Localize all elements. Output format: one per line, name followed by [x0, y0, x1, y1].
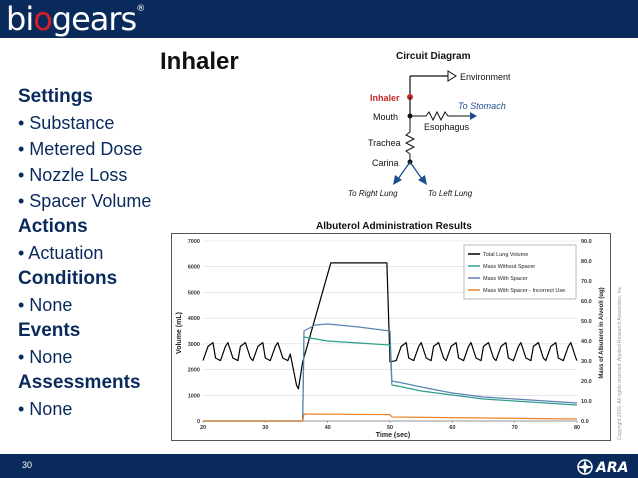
list-item: • None [18, 399, 73, 419]
y2-tick-label: 30.0 [581, 359, 592, 365]
y-axis-label: Volume (mL) [176, 312, 183, 354]
y2-tick-label: 70.0 [581, 279, 592, 285]
y2-tick-label: 60.0 [581, 299, 592, 305]
y-tick-label: 4000 [188, 316, 200, 322]
series-line-2 [203, 323, 578, 422]
legend-box [463, 244, 577, 300]
y2-tick-label: 50.0 [581, 319, 592, 325]
list-item: • Spacer Volume [18, 191, 152, 211]
environment-arrow-icon [447, 70, 457, 82]
to-right-lung-label: To Right Lung [348, 189, 398, 198]
series-line-3 [203, 413, 578, 422]
y-tick-label: 6000 [188, 265, 200, 271]
list-item: • None [18, 347, 73, 367]
svg-text:ARA: ARA [595, 460, 628, 476]
list-item: • Metered Dose [18, 139, 143, 159]
x-tick-label: 60 [449, 425, 455, 431]
settings-list: Settings • Substance • Metered Dose • Nozzl… [18, 84, 178, 422]
y2-tick-label: 90.0 [581, 239, 592, 245]
y2-axis-label: Mass of Albuterol in Alveoli (ug) [599, 287, 605, 378]
y-tick-label: 1000 [188, 393, 200, 399]
to-left-lung-label: To Left Lung [428, 189, 473, 198]
x-tick-label: 40 [325, 425, 331, 431]
legend-entry: Total Lung Volume [483, 252, 528, 258]
y2-tick-label: 20.0 [581, 379, 592, 385]
albuterol-results-chart: 0 1000 2000 3000 4000 5000 6000 7000 0.0 10.0 20.0… [171, 233, 611, 441]
y-tick-label: 7000 [188, 239, 200, 245]
y2-tick-label: 0.0 [581, 419, 589, 425]
list-item: • Substance [18, 113, 115, 133]
trachea-resistor [404, 116, 416, 162]
carina-label: Carina [372, 158, 399, 168]
section-heading: Assessments [18, 372, 141, 393]
y-tick-label: 0 [197, 419, 200, 425]
x-tick-label: 70 [512, 425, 518, 431]
esophagus-resistor [410, 110, 470, 122]
esophagus-label: Esophagus [424, 122, 470, 132]
to-stomach-label: To Stomach [458, 101, 506, 111]
section-heading: Actions [18, 216, 88, 237]
y2-tick-label: 80.0 [581, 259, 592, 265]
x-tick-label: 80 [574, 425, 580, 431]
trachea-label: Trachea [368, 138, 401, 148]
list-item: • Actuation [18, 243, 104, 263]
series-line-0 [202, 262, 578, 390]
x-tick-label: 50 [387, 425, 393, 431]
legend-entry: Mass With Spacer - Incorrect Use [483, 288, 565, 294]
header-bar: biogears® [0, 0, 638, 38]
x-axis-label: Time (sec) [376, 432, 411, 439]
circuit-diagram-caption: Circuit Diagram [396, 51, 471, 62]
ara-logo: ARA [577, 459, 628, 476]
page-number: 30 [22, 460, 33, 470]
list-item: • None [18, 295, 73, 315]
environment-label: Environment [460, 72, 510, 82]
x-tick-label: 30 [262, 425, 268, 431]
slide-title: Inhaler [160, 48, 239, 75]
list-item: • Nozzle Loss [18, 165, 128, 185]
copyright-note: Copyright 2015. All rights reserved. App… [617, 285, 623, 440]
section-heading: Conditions [18, 268, 118, 289]
y-tick-label: 5000 [188, 290, 200, 296]
legend-entry: Mass Without Spacer [483, 264, 535, 270]
footer-bar [0, 454, 638, 478]
mouth-label: Mouth [373, 112, 398, 122]
y-tick-label: 3000 [188, 342, 200, 348]
legend-entry: Mass With Spacer [483, 276, 528, 282]
circuit-diagram: Environment Inhaler Mouth Esophagus To S… [348, 70, 510, 198]
stomach-arrow-icon [470, 112, 477, 120]
section-heading: Events [18, 320, 81, 341]
y2-tick-label: 40.0 [581, 339, 592, 345]
biogears-logo: biogears® [6, 0, 145, 38]
x-tick-label: 20 [200, 425, 206, 431]
results-caption: Albuterol Administration Results [316, 221, 472, 232]
inhaler-label: Inhaler [370, 93, 400, 103]
y2-tick-label: 10.0 [581, 399, 592, 405]
right-lung-arrow-icon [393, 175, 402, 185]
y-tick-label: 2000 [188, 368, 200, 374]
section-heading: Settings [18, 86, 93, 107]
left-lung-arrow-icon [418, 175, 427, 185]
